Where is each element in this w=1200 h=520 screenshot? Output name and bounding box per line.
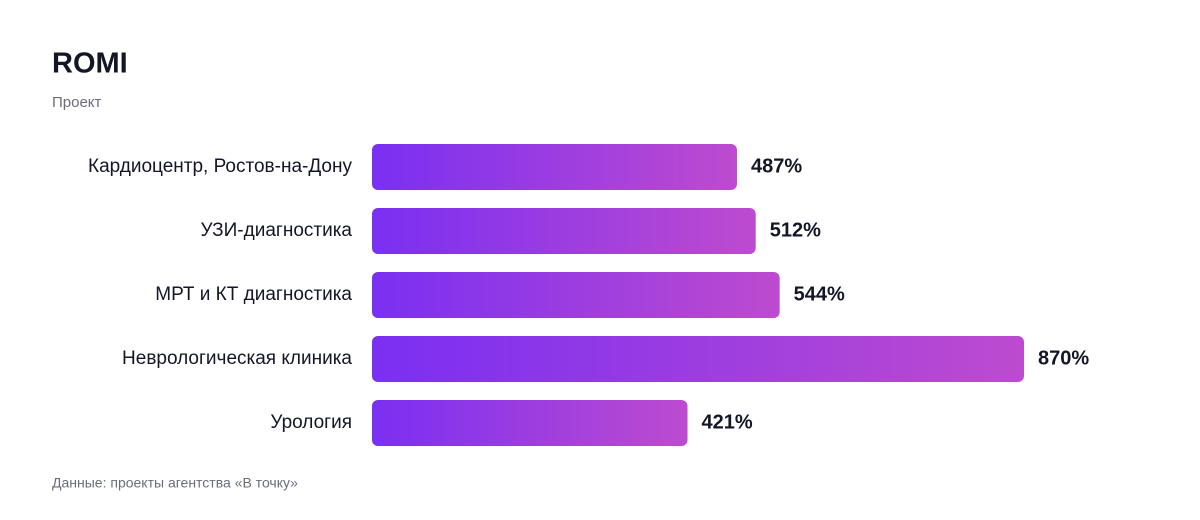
value-label: 487% bbox=[751, 155, 802, 177]
source-note: Данные: проекты агентства «В точку» bbox=[52, 475, 298, 491]
chart-title: ROMI bbox=[52, 48, 128, 80]
bar bbox=[372, 272, 780, 318]
bar bbox=[372, 144, 737, 190]
value-label: 512% bbox=[770, 219, 821, 241]
category-label: УЗИ-диагностика bbox=[201, 220, 353, 241]
category-label: МРТ и КТ диагностика bbox=[155, 284, 352, 305]
chart-subtitle: Проект bbox=[52, 94, 102, 111]
value-label: 544% bbox=[794, 283, 845, 305]
value-label: 421% bbox=[702, 411, 753, 433]
value-label: 870% bbox=[1038, 347, 1089, 369]
bar bbox=[372, 208, 756, 254]
category-label: Неврологическая клиника bbox=[122, 348, 352, 369]
category-label: Кардиоцентр, Ростов-на-Дону bbox=[88, 156, 352, 177]
category-label: Урология bbox=[270, 412, 352, 433]
bar bbox=[372, 400, 688, 446]
bar bbox=[372, 336, 1024, 382]
